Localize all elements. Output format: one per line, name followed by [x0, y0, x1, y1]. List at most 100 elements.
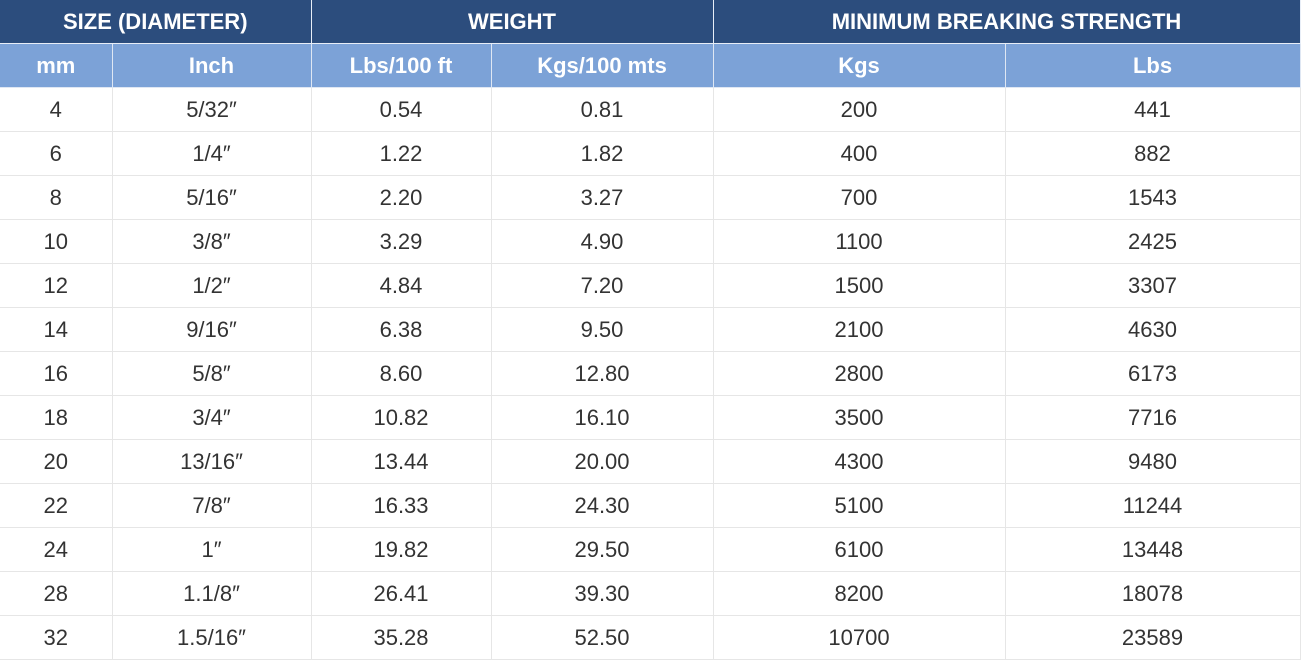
table-row: 28 1.1/8″ 26.41 39.30 8200 18078: [0, 571, 1301, 616]
table-cell: 8.60: [310, 351, 492, 396]
table-cell: 22: [0, 483, 113, 528]
table-row: 16 5/8″ 8.60 12.80 2800 6173: [0, 351, 1301, 396]
table-cell: 19.82: [310, 527, 492, 572]
table-cell: 32: [0, 615, 113, 660]
table-cell: 2800: [712, 351, 1006, 396]
column-header: Inch: [111, 43, 312, 88]
table-cell: 3/8″: [111, 219, 312, 264]
table-row: 24 1″ 19.82 29.50 6100 13448: [0, 527, 1301, 572]
table-cell: 7.20: [490, 263, 714, 308]
table-cell: 7716: [1004, 395, 1301, 440]
table-cell: 7/8″: [111, 483, 312, 528]
table-row: 8 5/16″ 2.20 3.27 700 1543: [0, 175, 1301, 220]
table-cell: 3.29: [310, 219, 492, 264]
table-cell: 700: [712, 175, 1006, 220]
table-row: 10 3/8″ 3.29 4.90 1100 2425: [0, 219, 1301, 264]
table-cell: 10.82: [310, 395, 492, 440]
table-cell: 26.41: [310, 571, 492, 616]
table-row: 14 9/16″ 6.38 9.50 2100 4630: [0, 307, 1301, 352]
table-row: 20 13/16″ 13.44 20.00 4300 9480: [0, 439, 1301, 484]
group-header: MINIMUM BREAKING STRENGTH: [712, 0, 1301, 44]
table-cell: 2425: [1004, 219, 1301, 264]
table-cell: 8200: [712, 571, 1006, 616]
table-cell: 29.50: [490, 527, 714, 572]
column-header: Lbs: [1004, 43, 1301, 88]
table-cell: 3307: [1004, 263, 1301, 308]
table-cell: 13/16″: [111, 439, 312, 484]
table-cell: 14: [0, 307, 113, 352]
table-row: 6 1/4″ 1.22 1.82 400 882: [0, 131, 1301, 176]
table-cell: 39.30: [490, 571, 714, 616]
table-cell: 882: [1004, 131, 1301, 176]
table-cell: 2100: [712, 307, 1006, 352]
table-cell: 12: [0, 263, 113, 308]
table-row: 12 1/2″ 4.84 7.20 1500 3307: [0, 263, 1301, 308]
table-cell: 6: [0, 131, 113, 176]
table-cell: 4630: [1004, 307, 1301, 352]
table-cell: 16.10: [490, 395, 714, 440]
table-cell: 16.33: [310, 483, 492, 528]
table-cell: 2.20: [310, 175, 492, 220]
column-header: Kgs: [712, 43, 1006, 88]
table-cell: 11244: [1004, 483, 1301, 528]
table-row: 22 7/8″ 16.33 24.30 5100 11244: [0, 483, 1301, 528]
table-cell: 24: [0, 527, 113, 572]
table-cell: 9/16″: [111, 307, 312, 352]
table-cell: 0.54: [310, 87, 492, 132]
table-cell: 5100: [712, 483, 1006, 528]
table-cell: 441: [1004, 87, 1301, 132]
table-cell: 1.82: [490, 131, 714, 176]
table-cell: 28: [0, 571, 113, 616]
table-row: 32 1.5/16″ 35.28 52.50 10700 23589: [0, 615, 1301, 660]
table-cell: 1/4″: [111, 131, 312, 176]
table-row: 4 5/32″ 0.54 0.81 200 441: [0, 87, 1301, 132]
table-cell: 52.50: [490, 615, 714, 660]
table-cell: 4.90: [490, 219, 714, 264]
table-cell: 1/2″: [111, 263, 312, 308]
table-cell: 13448: [1004, 527, 1301, 572]
table-cell: 4: [0, 87, 113, 132]
column-header: mm: [0, 43, 113, 88]
table-cell: 4.84: [310, 263, 492, 308]
table-cell: 5/32″: [111, 87, 312, 132]
table-cell: 1″: [111, 527, 312, 572]
group-header: WEIGHT: [310, 0, 714, 44]
table-cell: 1.5/16″: [111, 615, 312, 660]
table-cell: 24.30: [490, 483, 714, 528]
table-cell: 20.00: [490, 439, 714, 484]
table-cell: 400: [712, 131, 1006, 176]
table-cell: 20: [0, 439, 113, 484]
table-cell: 5/16″: [111, 175, 312, 220]
table-cell: 6.38: [310, 307, 492, 352]
table-cell: 10700: [712, 615, 1006, 660]
table-cell: 5/8″: [111, 351, 312, 396]
table-cell: 1543: [1004, 175, 1301, 220]
table-cell: 1.22: [310, 131, 492, 176]
column-header: Lbs/100 ft: [310, 43, 492, 88]
table-cell: 1100: [712, 219, 1006, 264]
table-cell: 18: [0, 395, 113, 440]
table-cell: 10: [0, 219, 113, 264]
table-cell: 16: [0, 351, 113, 396]
table-cell: 23589: [1004, 615, 1301, 660]
table-cell: 200: [712, 87, 1006, 132]
table-cell: 9480: [1004, 439, 1301, 484]
table-cell: 35.28: [310, 615, 492, 660]
group-header: SIZE (DIAMETER): [0, 0, 312, 44]
column-header-row: mm Inch Lbs/100 ft Kgs/100 mts Kgs Lbs: [0, 43, 1301, 88]
table-cell: 1500: [712, 263, 1006, 308]
table-cell: 6173: [1004, 351, 1301, 396]
table-row: 18 3/4″ 10.82 16.10 3500 7716: [0, 395, 1301, 440]
table-cell: 8: [0, 175, 113, 220]
table-body: 4 5/32″ 0.54 0.81 200 441 6 1/4″ 1.22 1.82 400 882 8…: [0, 87, 1301, 660]
table-cell: 4300: [712, 439, 1006, 484]
table-cell: 18078: [1004, 571, 1301, 616]
table-cell: 1.1/8″: [111, 571, 312, 616]
table-cell: 13.44: [310, 439, 492, 484]
table-cell: 0.81: [490, 87, 714, 132]
table-cell: 3/4″: [111, 395, 312, 440]
column-header: Kgs/100 mts: [490, 43, 714, 88]
table-cell: 9.50: [490, 307, 714, 352]
table-cell: 3500: [712, 395, 1006, 440]
